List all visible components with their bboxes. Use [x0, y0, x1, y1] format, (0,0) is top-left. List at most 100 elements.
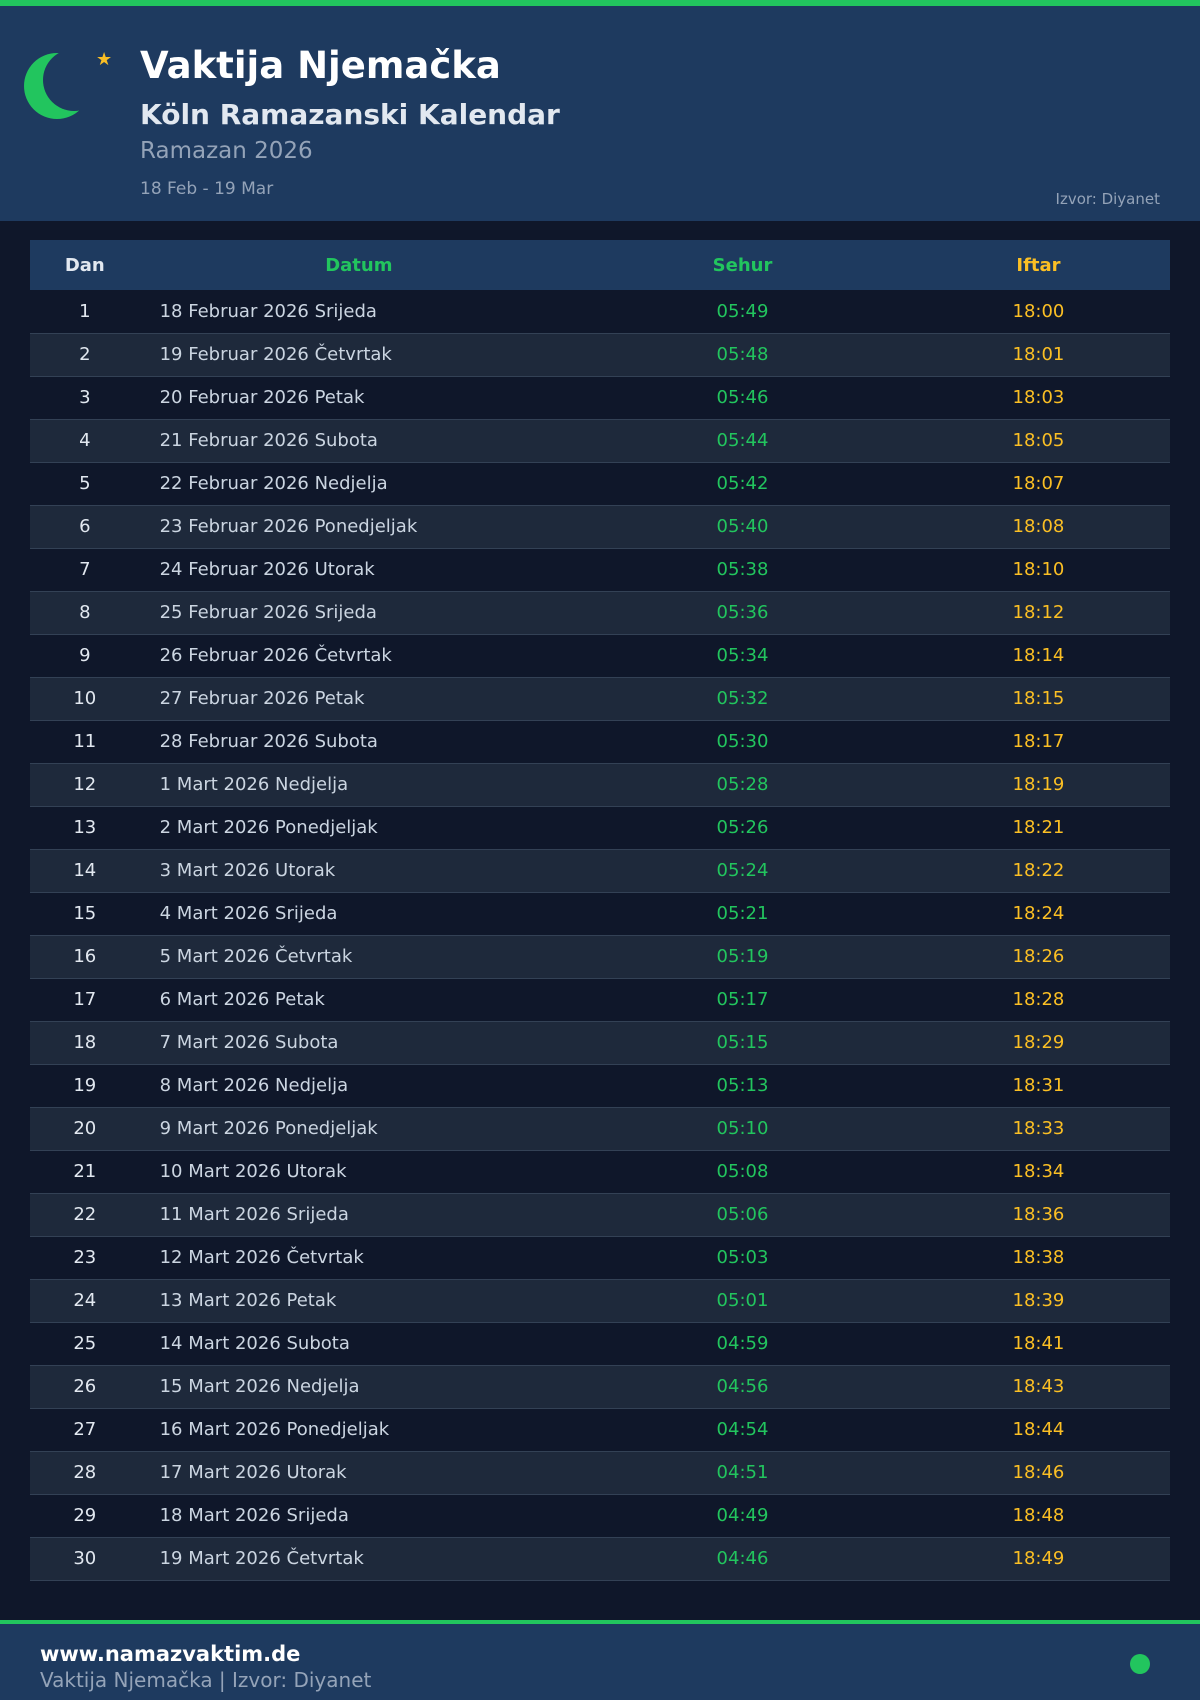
sehur-time: 05:28 — [578, 763, 907, 807]
iftar-time: 18:34 — [906, 1150, 1170, 1194]
date: 18 Februar 2026 Srijeda — [139, 290, 579, 334]
table-row: 26 15 Mart 2026 Nedjelja 04:56 18:43 — [30, 1365, 1170, 1409]
date-range: 18 Feb - 19 Mar — [140, 179, 274, 199]
day-number: 19 — [30, 1064, 140, 1108]
table-row: 4 21 Februar 2026 Subota 05:44 18:05 — [30, 419, 1170, 463]
sehur-time: 04:49 — [578, 1494, 907, 1538]
table-row: 13 2 Mart 2026 Ponedjeljak 05:26 18:21 — [30, 806, 1170, 850]
day-number: 22 — [30, 1193, 140, 1237]
iftar-time: 18:48 — [906, 1494, 1170, 1538]
date: 28 Februar 2026 Subota — [139, 720, 579, 764]
sehur-time: 05:03 — [578, 1236, 907, 1280]
sehur-time: 05:24 — [578, 849, 907, 893]
iftar-time: 18:36 — [906, 1193, 1170, 1237]
col-iftar: Iftar — [906, 240, 1170, 290]
iftar-time: 18:03 — [906, 376, 1170, 420]
day-number: 26 — [30, 1365, 140, 1409]
day-number: 30 — [30, 1537, 140, 1581]
date: 8 Mart 2026 Nedjelja — [139, 1064, 579, 1108]
sehur-time: 05:19 — [578, 935, 907, 979]
table-row: 2 19 Februar 2026 Četvrtak 05:48 18:01 — [30, 333, 1170, 377]
sehur-time: 04:56 — [578, 1365, 907, 1409]
day-number: 7 — [30, 548, 140, 592]
table-row: 15 4 Mart 2026 Srijeda 05:21 18:24 — [30, 892, 1170, 936]
iftar-time: 18:07 — [906, 462, 1170, 506]
sehur-time: 05:32 — [578, 677, 907, 721]
page-subtitle: Köln Ramazanski Kalendar — [140, 98, 560, 131]
day-number: 11 — [30, 720, 140, 764]
day-number: 14 — [30, 849, 140, 893]
iftar-time: 18:00 — [906, 290, 1170, 334]
table-row: 7 24 Februar 2026 Utorak 05:38 18:10 — [30, 548, 1170, 592]
sehur-time: 05:34 — [578, 634, 907, 678]
table-row: 23 12 Mart 2026 Četvrtak 05:03 18:38 — [30, 1236, 1170, 1280]
iftar-time: 18:28 — [906, 978, 1170, 1022]
sehur-time: 05:26 — [578, 806, 907, 850]
date: 21 Februar 2026 Subota — [139, 419, 579, 463]
star-icon: ★ — [96, 49, 113, 70]
date: 11 Mart 2026 Srijeda — [139, 1193, 579, 1237]
sehur-time: 05:42 — [578, 462, 907, 506]
date: 12 Mart 2026 Četvrtak — [139, 1236, 579, 1280]
day-number: 5 — [30, 462, 140, 506]
date: 4 Mart 2026 Srijeda — [139, 892, 579, 936]
iftar-time: 18:10 — [906, 548, 1170, 592]
table-row: 27 16 Mart 2026 Ponedjeljak 04:54 18:44 — [30, 1408, 1170, 1452]
date: 14 Mart 2026 Subota — [139, 1322, 579, 1366]
table-row: 1 18 Februar 2026 Srijeda 05:49 18:00 — [30, 290, 1170, 334]
iftar-time: 18:15 — [906, 677, 1170, 721]
date: 19 Februar 2026 Četvrtak — [139, 333, 579, 377]
date: 16 Mart 2026 Ponedjeljak — [139, 1408, 579, 1452]
date: 19 Mart 2026 Četvrtak — [139, 1537, 579, 1581]
date: 17 Mart 2026 Utorak — [139, 1451, 579, 1495]
iftar-time: 18:17 — [906, 720, 1170, 764]
col-sehur: Sehur — [578, 240, 907, 290]
iftar-time: 18:22 — [906, 849, 1170, 893]
sehur-time: 05:38 — [578, 548, 907, 592]
date: 3 Mart 2026 Utorak — [139, 849, 579, 893]
date: 15 Mart 2026 Nedjelja — [139, 1365, 579, 1409]
day-number: 23 — [30, 1236, 140, 1280]
day-number: 8 — [30, 591, 140, 635]
sehur-time: 05:15 — [578, 1021, 907, 1065]
iftar-time: 18:21 — [906, 806, 1170, 850]
day-number: 6 — [30, 505, 140, 549]
footer-website-link[interactable]: www.namazvaktim.de — [40, 1642, 301, 1666]
date: 20 Februar 2026 Petak — [139, 376, 579, 420]
table-row: 16 5 Mart 2026 Četvrtak 05:19 18:26 — [30, 935, 1170, 979]
table-row: 11 28 Februar 2026 Subota 05:30 18:17 — [30, 720, 1170, 764]
iftar-time: 18:26 — [906, 935, 1170, 979]
sehur-time: 05:44 — [578, 419, 907, 463]
sehur-time: 05:40 — [578, 505, 907, 549]
iftar-time: 18:01 — [906, 333, 1170, 377]
crescent-moon-icon — [24, 53, 90, 119]
date: 2 Mart 2026 Ponedjeljak — [139, 806, 579, 850]
sehur-time: 05:17 — [578, 978, 907, 1022]
table-header-row: Dan Datum Sehur Iftar — [30, 240, 1170, 290]
source-label: Izvor: Diyanet — [1055, 190, 1160, 208]
iftar-time: 18:12 — [906, 591, 1170, 635]
table-row: 20 9 Mart 2026 Ponedjeljak 05:10 18:33 — [30, 1107, 1170, 1151]
sehur-time: 04:46 — [578, 1537, 907, 1581]
date: 25 Februar 2026 Srijeda — [139, 591, 579, 635]
day-number: 29 — [30, 1494, 140, 1538]
sehur-time: 05:46 — [578, 376, 907, 420]
date: 6 Mart 2026 Petak — [139, 978, 579, 1022]
date: 10 Mart 2026 Utorak — [139, 1150, 579, 1194]
iftar-time: 18:29 — [906, 1021, 1170, 1065]
iftar-time: 18:41 — [906, 1322, 1170, 1366]
sehur-time: 05:06 — [578, 1193, 907, 1237]
iftar-time: 18:44 — [906, 1408, 1170, 1452]
date: 9 Mart 2026 Ponedjeljak — [139, 1107, 579, 1151]
iftar-time: 18:05 — [906, 419, 1170, 463]
iftar-time: 18:46 — [906, 1451, 1170, 1495]
table-row: 19 8 Mart 2026 Nedjelja 05:13 18:31 — [30, 1064, 1170, 1108]
table-row: 14 3 Mart 2026 Utorak 05:24 18:22 — [30, 849, 1170, 893]
sehur-time: 05:30 — [578, 720, 907, 764]
page-title: Vaktija Njemačka — [140, 44, 501, 87]
iftar-time: 18:14 — [906, 634, 1170, 678]
date: 22 Februar 2026 Nedjelja — [139, 462, 579, 506]
sehur-time: 05:08 — [578, 1150, 907, 1194]
status-dot-icon — [1130, 1654, 1150, 1674]
ramadan-year: Ramazan 2026 — [140, 138, 313, 164]
